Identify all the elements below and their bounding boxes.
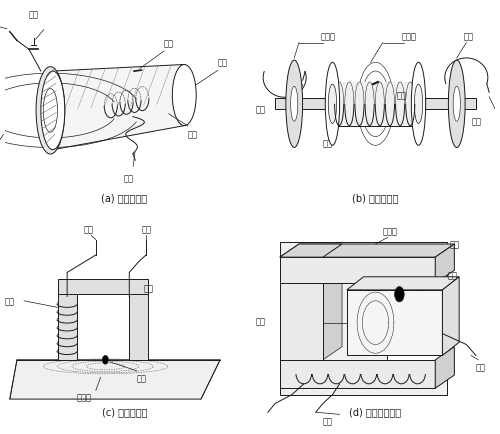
Ellipse shape: [412, 63, 426, 146]
Text: 缺陷: 缺陷: [164, 39, 174, 48]
Polygon shape: [332, 83, 418, 126]
Polygon shape: [435, 244, 454, 284]
Ellipse shape: [172, 66, 196, 126]
Polygon shape: [58, 286, 76, 360]
Text: 缺陷: 缺陷: [397, 92, 407, 100]
Polygon shape: [323, 257, 342, 360]
Ellipse shape: [286, 61, 302, 148]
Text: 试件: 试件: [256, 316, 266, 325]
Ellipse shape: [36, 68, 65, 155]
Text: 缺陷: 缺陷: [136, 373, 146, 382]
Ellipse shape: [290, 87, 298, 122]
Text: (a) 直角通电法: (a) 直角通电法: [102, 193, 148, 203]
Text: 磁铁: 磁铁: [5, 296, 15, 306]
Ellipse shape: [453, 87, 460, 122]
Polygon shape: [280, 360, 435, 388]
Text: (b) 电流贯通法: (b) 电流贯通法: [352, 193, 399, 203]
Text: 电流: 电流: [476, 362, 486, 371]
Text: 电流: 电流: [322, 417, 332, 426]
Polygon shape: [130, 286, 148, 360]
Text: 电流: 电流: [471, 117, 481, 126]
Text: 磁力线: 磁力线: [76, 393, 92, 401]
Text: 电流: 电流: [84, 224, 94, 233]
Text: (c) 磁轭法探伤: (c) 磁轭法探伤: [102, 407, 148, 417]
Ellipse shape: [328, 85, 336, 124]
Polygon shape: [280, 244, 454, 257]
Text: 试件: 试件: [188, 130, 198, 139]
Polygon shape: [280, 257, 435, 284]
Text: 电流: 电流: [141, 224, 151, 233]
Polygon shape: [280, 244, 342, 257]
Ellipse shape: [394, 287, 404, 302]
Ellipse shape: [414, 85, 422, 124]
Polygon shape: [442, 277, 459, 355]
Text: 铁芯: 铁芯: [450, 240, 460, 249]
Text: 导体棒: 导体棒: [320, 33, 336, 41]
Polygon shape: [10, 360, 220, 399]
Text: 电瓶: 电瓶: [29, 10, 39, 20]
Polygon shape: [53, 66, 184, 150]
Polygon shape: [347, 290, 442, 355]
Polygon shape: [275, 99, 476, 110]
Text: 试件: 试件: [144, 283, 154, 293]
Text: 磁力线: 磁力线: [402, 33, 417, 41]
Polygon shape: [280, 257, 323, 388]
Ellipse shape: [326, 63, 340, 146]
Text: 电极: 电极: [464, 33, 474, 41]
Text: 电极: 电极: [218, 59, 228, 68]
Text: 电流: 电流: [256, 105, 266, 114]
Text: 缺陷: 缺陷: [447, 270, 457, 279]
Text: 试件: 试件: [323, 139, 333, 148]
Text: 电流: 电流: [124, 174, 134, 183]
Polygon shape: [435, 347, 454, 388]
Ellipse shape: [41, 72, 65, 150]
Text: (d) 磁贯通法探伤: (d) 磁贯通法探伤: [350, 407, 402, 417]
Polygon shape: [58, 279, 148, 295]
Ellipse shape: [448, 61, 465, 148]
Polygon shape: [280, 242, 447, 395]
Ellipse shape: [102, 355, 108, 364]
Text: 磁力线: 磁力线: [382, 227, 398, 236]
Polygon shape: [347, 277, 459, 290]
Ellipse shape: [43, 89, 58, 133]
